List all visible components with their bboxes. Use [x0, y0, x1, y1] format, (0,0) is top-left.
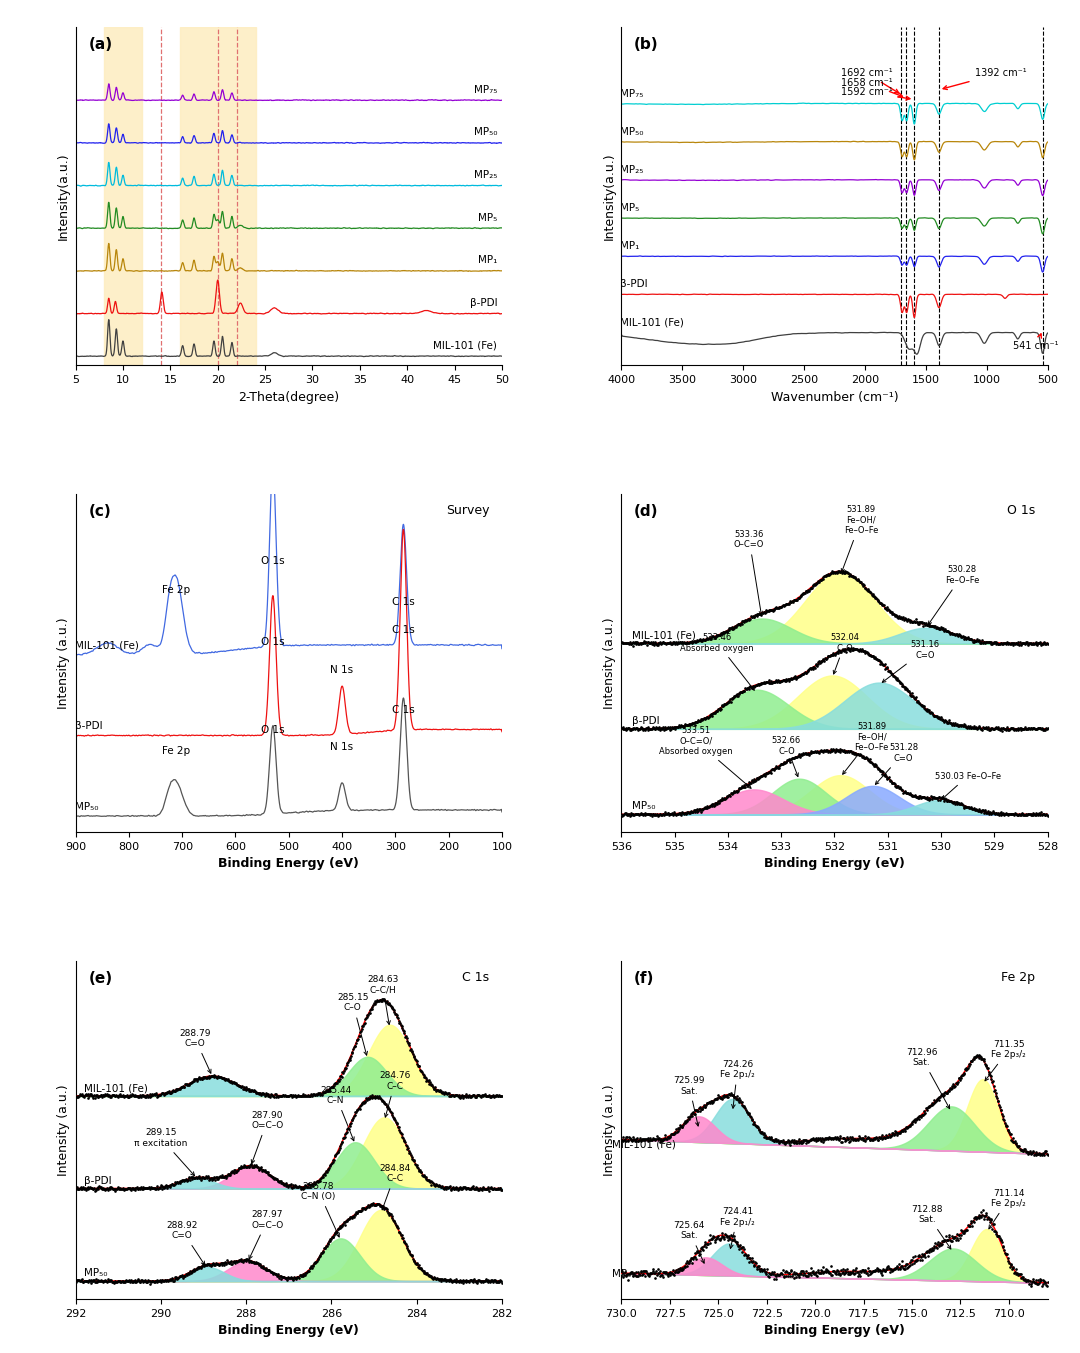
Text: β-PDI: β-PDI — [620, 280, 648, 290]
Text: (e): (e) — [89, 971, 112, 986]
Y-axis label: Intensity (a.u.): Intensity (a.u.) — [57, 617, 70, 709]
Text: 531.16
C=O: 531.16 C=O — [882, 640, 940, 682]
Text: 725.99
Sat.: 725.99 Sat. — [673, 1076, 705, 1126]
Text: 285.44
C–N: 285.44 C–N — [320, 1085, 354, 1141]
Text: 711.35
Fe 2p₃/₂: 711.35 Fe 2p₃/₂ — [985, 1040, 1026, 1081]
Text: (b): (b) — [634, 37, 659, 53]
Text: 287.90
O=C–O: 287.90 O=C–O — [252, 1111, 284, 1164]
Text: MIL-101 (Fe): MIL-101 (Fe) — [611, 1139, 675, 1150]
Text: C 1s: C 1s — [462, 971, 489, 984]
Text: MIL-101 (Fe): MIL-101 (Fe) — [84, 1084, 148, 1093]
Text: Fe 2p: Fe 2p — [162, 584, 190, 594]
Text: N 1s: N 1s — [330, 666, 353, 675]
Text: MIL-101 (Fe): MIL-101 (Fe) — [433, 341, 497, 350]
Text: 1592 cm⁻¹: 1592 cm⁻¹ — [840, 87, 910, 100]
Text: MP₂₅: MP₂₅ — [620, 165, 644, 175]
Text: MP₅: MP₅ — [478, 212, 497, 223]
Text: MP₇₅: MP₇₅ — [474, 85, 497, 95]
Text: O 1s: O 1s — [261, 725, 285, 736]
Text: MP₅₀: MP₅₀ — [620, 127, 644, 137]
Text: 285.78
C–N (O): 285.78 C–N (O) — [301, 1181, 339, 1237]
Text: (a): (a) — [89, 37, 112, 53]
Text: (d): (d) — [634, 505, 659, 520]
Text: 284.84
C–C: 284.84 C–C — [380, 1164, 411, 1210]
Text: O 1s: O 1s — [261, 637, 285, 647]
Text: 712.96
Sat.: 712.96 Sat. — [906, 1049, 949, 1108]
Text: C 1s: C 1s — [392, 705, 415, 716]
Text: 531.28
C=O: 531.28 C=O — [876, 744, 918, 785]
X-axis label: Binding Energy (eV): Binding Energy (eV) — [764, 858, 905, 870]
Text: β-PDI: β-PDI — [84, 1176, 111, 1185]
Text: 284.76
C–C: 284.76 C–C — [380, 1072, 411, 1118]
Text: 533.36
O–C=O: 533.36 O–C=O — [734, 530, 765, 614]
Text: MP₁: MP₁ — [620, 241, 639, 252]
Text: 532.66
C–O: 532.66 C–O — [772, 736, 801, 777]
Text: MP₅₀: MP₅₀ — [84, 1268, 108, 1279]
Text: 288.92
C=O: 288.92 C=O — [166, 1220, 205, 1265]
Text: MIL-101 (Fe): MIL-101 (Fe) — [620, 318, 684, 327]
Text: 289.15
π excitation: 289.15 π excitation — [134, 1128, 194, 1176]
Text: 712.88
Sat.: 712.88 Sat. — [912, 1206, 950, 1249]
Text: MIL-101 (Fe): MIL-101 (Fe) — [632, 630, 696, 640]
Text: MP₂₅: MP₂₅ — [474, 170, 497, 180]
Text: MP₁: MP₁ — [477, 256, 497, 265]
Text: MP₅₀: MP₅₀ — [611, 1269, 635, 1279]
Y-axis label: Intensity(a.u.): Intensity(a.u.) — [57, 153, 70, 239]
Text: Survey: Survey — [446, 505, 489, 517]
X-axis label: 2-Theta(degree): 2-Theta(degree) — [239, 391, 339, 403]
Text: 288.79
C=O: 288.79 C=O — [179, 1028, 211, 1073]
Text: 532.04
C–O: 532.04 C–O — [831, 633, 860, 674]
Text: β-PDI: β-PDI — [632, 716, 660, 727]
Bar — [179, 27, 256, 365]
Text: 531.89
Fe–OH/
Fe–O–Fe: 531.89 Fe–OH/ Fe–O–Fe — [841, 505, 878, 572]
Text: 1392 cm⁻¹: 1392 cm⁻¹ — [943, 68, 1026, 89]
Text: 287.97
O=C–O: 287.97 O=C–O — [249, 1211, 284, 1260]
X-axis label: Wavenumber (cm⁻¹): Wavenumber (cm⁻¹) — [771, 391, 899, 403]
Text: MIL-101 (Fe): MIL-101 (Fe) — [75, 641, 138, 651]
Text: (f): (f) — [634, 971, 654, 986]
Y-axis label: Intensity(a.u.): Intensity(a.u.) — [603, 153, 616, 239]
X-axis label: Binding Energy (eV): Binding Energy (eV) — [218, 1325, 360, 1337]
Text: MP₅₀: MP₅₀ — [474, 127, 497, 138]
Text: 533.46
Absorbed oxygen: 533.46 Absorbed oxygen — [680, 633, 754, 690]
Text: 284.63
C–C/H: 284.63 C–C/H — [367, 976, 399, 1024]
Text: 724.26
Fe 2p₁/₂: 724.26 Fe 2p₁/₂ — [720, 1059, 755, 1108]
Text: 1692 cm⁻¹: 1692 cm⁻¹ — [840, 68, 899, 93]
Y-axis label: Intensity (a.u.): Intensity (a.u.) — [603, 1084, 616, 1176]
Text: 531.89
Fe–OH/
Fe–O–Fe: 531.89 Fe–OH/ Fe–O–Fe — [842, 723, 889, 774]
Text: N 1s: N 1s — [330, 741, 353, 751]
Y-axis label: Intensity (a.u.): Intensity (a.u.) — [603, 617, 616, 709]
Text: Fe 2p: Fe 2p — [162, 746, 190, 755]
Text: 285.15
C–O: 285.15 C–O — [337, 993, 368, 1055]
Text: C 1s: C 1s — [392, 597, 415, 606]
Bar — [104, 27, 141, 365]
Text: 725.64
Sat.: 725.64 Sat. — [674, 1220, 705, 1264]
Text: β-PDI: β-PDI — [75, 721, 103, 732]
Y-axis label: Intensity (a.u.): Intensity (a.u.) — [57, 1084, 70, 1176]
Text: 530.28
Fe–O–Fe: 530.28 Fe–O–Fe — [929, 566, 980, 625]
X-axis label: Binding Energy (eV): Binding Energy (eV) — [218, 858, 360, 870]
Text: C 1s: C 1s — [392, 625, 415, 635]
Text: 711.14
Fe 2p₃/₂: 711.14 Fe 2p₃/₂ — [989, 1189, 1026, 1229]
Text: MP₅₀: MP₅₀ — [632, 801, 656, 812]
Text: 724.41
Fe 2p₁/₂: 724.41 Fe 2p₁/₂ — [720, 1207, 755, 1249]
Text: 541 cm⁻¹: 541 cm⁻¹ — [1013, 334, 1059, 350]
Text: O 1s: O 1s — [261, 556, 285, 567]
Text: MP₇₅: MP₇₅ — [620, 88, 644, 99]
X-axis label: Binding Energy (eV): Binding Energy (eV) — [764, 1325, 905, 1337]
Text: 530.03 Fe–O–Fe: 530.03 Fe–O–Fe — [934, 771, 1001, 798]
Text: Fe 2p: Fe 2p — [1001, 971, 1035, 984]
Text: MP₅: MP₅ — [620, 203, 639, 214]
Text: β-PDI: β-PDI — [470, 298, 497, 308]
Text: 1658 cm⁻¹: 1658 cm⁻¹ — [840, 77, 903, 97]
Text: O 1s: O 1s — [1007, 505, 1035, 517]
Text: 533.51
O–C=O/
Absorbed oxygen: 533.51 O–C=O/ Absorbed oxygen — [659, 727, 751, 789]
Text: (c): (c) — [89, 505, 111, 520]
Text: MP₅₀: MP₅₀ — [75, 802, 98, 812]
